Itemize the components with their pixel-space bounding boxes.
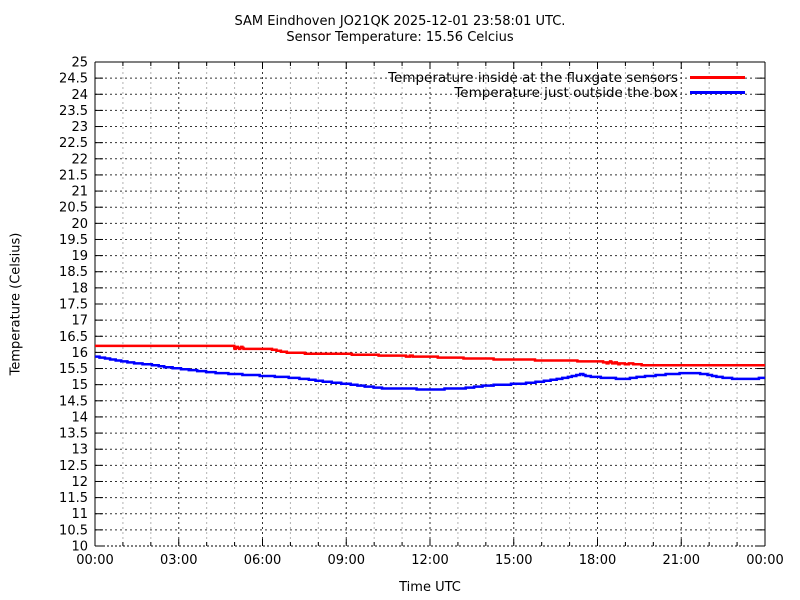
y-tick-label: 21 (71, 185, 88, 200)
y-tick-label: 10 (71, 540, 88, 555)
y-tick-label: 11 (71, 507, 88, 522)
y-tick-label: 20 (71, 217, 88, 232)
legend-item-inside: Temperature inside at the fluxgate senso… (388, 69, 745, 86)
y-tick-label: 17.5 (59, 298, 88, 313)
y-tick-label: 15.5 (59, 362, 88, 377)
y-tick-label: 17 (71, 314, 88, 329)
x-tick-label: 15:00 (495, 553, 532, 568)
y-tick-label: 13 (71, 443, 88, 458)
legend-label-inside: Temperature inside at the fluxgate senso… (388, 69, 678, 86)
x-tick-label: 12:00 (411, 553, 448, 568)
y-tick-label: 19 (71, 249, 88, 264)
series-line-inside (95, 344, 765, 367)
y-tick-label: 10.5 (59, 523, 88, 538)
x-tick-label: 09:00 (328, 553, 365, 568)
y-tick-label: 12 (71, 475, 88, 490)
y-tick-label: 14 (71, 410, 88, 425)
y-tick-label: 15 (71, 378, 88, 393)
legend-item-outside: Temperature just outside the box (388, 84, 745, 101)
x-tick-label: 03:00 (160, 553, 197, 568)
y-tick-label: 24.5 (59, 72, 88, 87)
y-tick-label: 16 (71, 346, 88, 361)
y-tick-label: 19.5 (59, 233, 88, 248)
legend-line-red (690, 76, 745, 79)
y-tick-label: 14.5 (59, 394, 88, 409)
y-tick-label: 11.5 (59, 491, 88, 506)
y-tick-label: 22 (71, 152, 88, 167)
y-tick-label: 18.5 (59, 265, 88, 280)
x-tick-label: 00:00 (76, 553, 113, 568)
y-tick-label: 23 (71, 120, 88, 135)
y-tick-label: 13.5 (59, 427, 88, 442)
chart-title: SAM Eindhoven JO21QK 2025-12-01 23:58:01… (0, 14, 800, 46)
y-tick-label: 24 (71, 88, 88, 103)
legend-line-blue (690, 91, 745, 94)
chart-title-line2: Sensor Temperature: 15.56 Celcius (286, 30, 514, 45)
y-tick-label: 25 (71, 56, 88, 71)
x-tick-label: 21:00 (663, 553, 700, 568)
x-tick-label: 00:00 (746, 553, 783, 568)
y-tick-label: 23.5 (59, 104, 88, 119)
series-line-outside (95, 355, 765, 391)
y-axis-label: Temperature (Celsius) (8, 232, 24, 376)
y-tick-label: 21.5 (59, 168, 88, 183)
chart-title-line1: SAM Eindhoven JO21QK 2025-12-01 23:58:01… (234, 14, 566, 29)
y-tick-label: 12.5 (59, 459, 88, 474)
legend-label-outside: Temperature just outside the box (454, 84, 678, 101)
x-tick-label: 06:00 (244, 553, 281, 568)
y-tick-label: 18 (71, 281, 88, 296)
y-tick-label: 22.5 (59, 136, 88, 151)
x-axis-label: Time UTC (399, 580, 461, 595)
x-tick-label: 18:00 (579, 553, 616, 568)
legend: Temperature inside at the fluxgate senso… (388, 69, 745, 101)
y-tick-label: 20.5 (59, 201, 88, 216)
y-tick-label: 16.5 (59, 330, 88, 345)
